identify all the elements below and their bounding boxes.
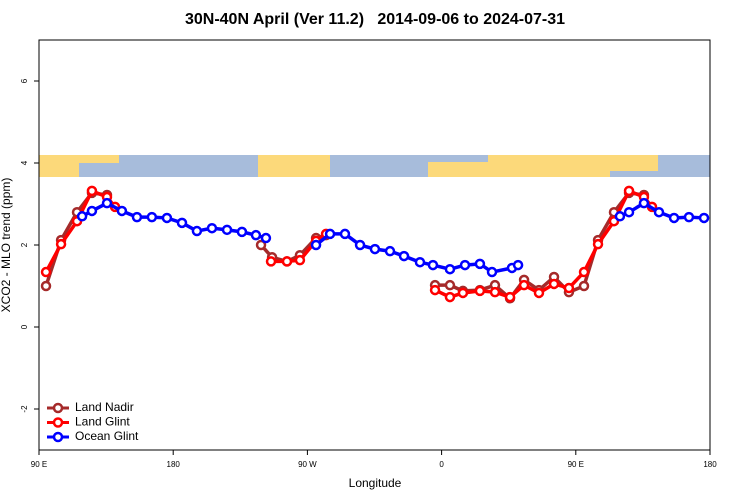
point <box>623 206 635 218</box>
point <box>533 287 545 299</box>
point <box>444 291 456 303</box>
point <box>101 197 113 209</box>
point <box>459 259 471 271</box>
y-tick-label: -2 <box>20 405 29 413</box>
point <box>623 185 635 197</box>
y-tick-label: 6 <box>20 78 29 83</box>
point <box>518 279 530 291</box>
y-tick-label: 4 <box>20 160 29 165</box>
point <box>369 243 381 255</box>
point <box>255 239 267 251</box>
point <box>324 228 336 240</box>
point <box>429 284 441 296</box>
x-tick-label: 180 <box>167 460 181 469</box>
point <box>250 229 262 241</box>
point <box>191 225 203 237</box>
point <box>486 266 498 278</box>
point <box>221 224 233 236</box>
y-tick-label: 2 <box>20 242 29 247</box>
chart-title: 30N-40N April (Ver 11.2) 2014-09-06 to 2… <box>185 11 565 28</box>
point <box>512 259 524 271</box>
point <box>427 259 439 271</box>
point <box>260 232 272 244</box>
point <box>683 211 695 223</box>
series-line <box>44 188 654 300</box>
point <box>414 256 426 268</box>
point <box>592 238 604 250</box>
point <box>457 287 469 299</box>
point <box>40 280 52 292</box>
legend-label: Ocean Glint <box>75 429 139 443</box>
point <box>310 239 322 251</box>
y-axis-label: XCO2 - MLO trend (ppm) <box>0 178 13 313</box>
point <box>384 245 396 257</box>
point <box>578 266 590 278</box>
point <box>668 212 680 224</box>
x-tick-label: 180 <box>703 460 717 469</box>
x-tick-label: 90 E <box>568 460 584 469</box>
point <box>131 211 143 223</box>
map-band <box>39 155 710 177</box>
legend-label: Land Nadir <box>75 400 134 414</box>
legend-label: Land Glint <box>75 415 130 429</box>
point <box>638 197 650 209</box>
point <box>76 211 88 222</box>
x-tick-label: 90 E <box>31 460 47 469</box>
x-tick-label: 90 W <box>298 460 317 469</box>
point <box>504 291 516 303</box>
legend-marker <box>52 402 64 414</box>
point <box>206 222 218 234</box>
point <box>489 286 501 298</box>
legend-marker <box>52 431 64 443</box>
point <box>176 217 188 229</box>
point <box>698 212 710 224</box>
point <box>86 205 98 217</box>
point <box>444 263 456 275</box>
point <box>578 280 590 292</box>
point <box>236 226 248 238</box>
point <box>116 205 128 217</box>
point <box>294 254 306 266</box>
point <box>444 279 456 291</box>
point <box>339 228 351 240</box>
point <box>86 185 98 197</box>
point <box>281 256 293 267</box>
point <box>354 239 366 251</box>
point <box>474 258 486 270</box>
point <box>146 211 158 223</box>
y-tick-label: 0 <box>20 324 29 329</box>
point <box>474 285 486 297</box>
point <box>548 278 560 290</box>
point <box>614 211 626 222</box>
point <box>265 256 277 267</box>
point <box>161 212 173 224</box>
legend-marker <box>52 417 64 428</box>
point <box>563 282 575 294</box>
x-axis-label: Longitude <box>349 476 402 490</box>
point <box>653 206 665 218</box>
x-tick-label: 0 <box>439 460 444 469</box>
point <box>40 266 52 278</box>
point <box>55 238 67 250</box>
point <box>398 250 410 262</box>
